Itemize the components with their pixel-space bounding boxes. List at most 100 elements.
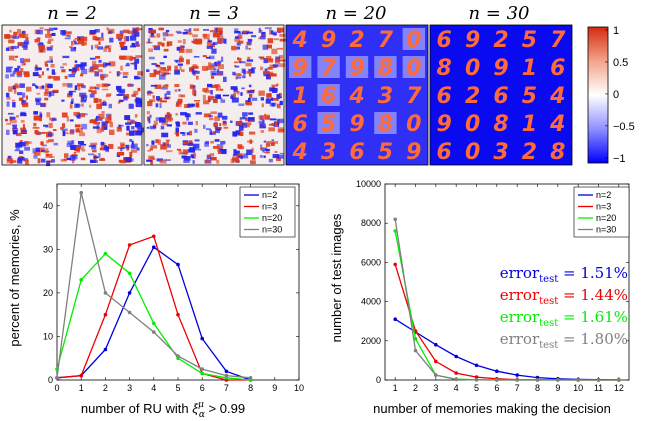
pixel-stroke — [279, 33, 286, 37]
pixel-stroke — [174, 65, 178, 71]
pixel-stroke — [160, 67, 167, 70]
pixel-stroke — [215, 87, 219, 91]
pixel-stroke — [262, 44, 269, 50]
pixel-stroke — [129, 139, 133, 142]
x-tick-label: 5 — [175, 383, 180, 393]
pixel-stroke — [245, 103, 250, 105]
legend-entry: n=30 — [262, 225, 282, 235]
pixel-stroke — [26, 86, 32, 92]
pixel-stroke — [217, 35, 224, 40]
pixel-stroke — [80, 64, 85, 70]
pixel-stroke — [258, 115, 264, 120]
colorbar-tick-label: 1 — [613, 25, 619, 37]
x-tick-label: 9 — [555, 383, 560, 393]
memory-digit: 3 — [378, 84, 393, 109]
pixel-stroke — [91, 67, 97, 70]
pixel-stroke — [260, 147, 268, 151]
pixel-stroke — [210, 90, 213, 95]
data-point-n30 — [200, 367, 204, 371]
pixel-stroke — [75, 42, 79, 45]
pixel-stroke — [14, 84, 20, 89]
pixel-stroke — [164, 93, 167, 99]
pixel-stroke — [109, 129, 115, 135]
pixel-stroke — [100, 142, 106, 149]
pixel-stroke — [81, 103, 84, 107]
pixel-stroke — [194, 139, 200, 142]
pixel-stroke — [78, 141, 84, 145]
pixel-stroke — [108, 48, 111, 53]
pixel-stroke — [217, 112, 223, 118]
pixel-stroke — [247, 38, 253, 42]
panel-background — [430, 25, 572, 165]
pixel-stroke — [126, 62, 130, 66]
y-tick-label: 4000 — [361, 297, 381, 307]
pixel-stroke — [25, 141, 32, 144]
pixel-stroke — [14, 59, 17, 62]
pixel-stroke — [161, 132, 169, 138]
data-point-n30 — [454, 377, 459, 382]
pixel-stroke — [211, 48, 217, 54]
pixel-stroke — [25, 37, 29, 41]
pixel-stroke — [206, 128, 211, 131]
pixel-stroke — [129, 130, 135, 136]
pixel-stroke — [109, 37, 114, 43]
pixel-stroke — [202, 65, 208, 71]
pixel-stroke — [103, 47, 107, 52]
pixel-stroke — [118, 90, 125, 96]
pixel-stroke — [263, 58, 268, 64]
pixel-stroke — [79, 132, 86, 137]
memory-digit: 5 — [378, 140, 393, 165]
pixel-stroke — [46, 160, 51, 167]
data-point-n30 — [576, 378, 580, 382]
pixel-stroke — [125, 144, 130, 149]
pixel-stroke — [101, 37, 104, 41]
pixel-stroke — [6, 92, 10, 98]
pixel-stroke — [263, 72, 270, 77]
pixel-stroke — [38, 74, 42, 78]
pixel-stroke — [89, 93, 95, 98]
cell-background — [402, 28, 425, 50]
pixel-stroke — [106, 27, 109, 31]
pixel-stroke — [7, 155, 12, 160]
pixel-stroke — [274, 121, 279, 127]
pixel-stroke — [17, 158, 23, 164]
x-tick-label: 6 — [200, 383, 205, 393]
pixel-stroke — [90, 142, 98, 145]
pixel-stroke — [263, 155, 266, 158]
memory-digit: 0 — [406, 56, 421, 81]
memory-digit: 6 — [321, 84, 336, 109]
pixel-stroke — [128, 103, 134, 109]
pixel-stroke — [75, 128, 80, 133]
pixel-stroke — [214, 116, 220, 121]
pixel-stroke — [259, 155, 263, 158]
pixel-stroke — [271, 141, 275, 146]
pixel-stroke — [268, 158, 273, 163]
pixel-stroke — [264, 68, 268, 73]
pixel-stroke — [279, 38, 286, 42]
data-point-n30 — [515, 378, 519, 382]
pixel-stroke — [159, 69, 163, 73]
pixel-stroke — [126, 132, 130, 136]
pixel-stroke — [222, 115, 228, 120]
pixel-stroke — [69, 104, 73, 109]
pixel-stroke — [262, 119, 265, 125]
pixel-stroke — [21, 100, 27, 106]
pixel-stroke — [213, 122, 218, 127]
data-point-n30 — [393, 217, 398, 222]
pixel-stroke — [102, 101, 107, 106]
pixel-stroke — [91, 90, 97, 95]
pixel-stroke — [273, 38, 279, 41]
pixel-stroke — [271, 139, 274, 142]
pixel-stroke — [177, 100, 182, 105]
pixel-stroke — [52, 118, 57, 121]
pixel-stroke — [50, 59, 53, 63]
pixel-stroke — [5, 118, 8, 122]
pixel-stroke — [264, 27, 272, 30]
colorbar — [587, 26, 609, 164]
pixel-stroke — [123, 96, 128, 101]
pixel-stroke — [135, 101, 142, 108]
pixel-stroke — [237, 74, 243, 76]
pixel-stroke — [192, 34, 198, 38]
pixel-stroke — [35, 99, 41, 106]
pixel-stroke — [175, 122, 180, 127]
